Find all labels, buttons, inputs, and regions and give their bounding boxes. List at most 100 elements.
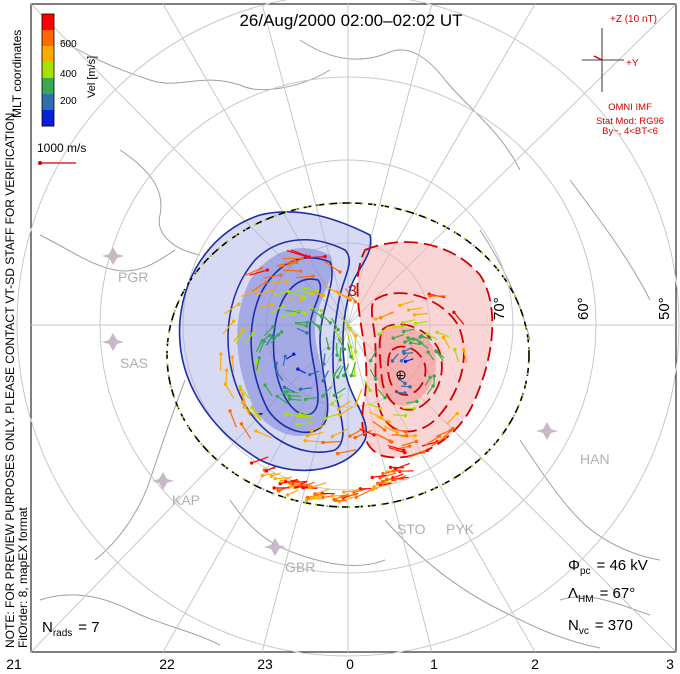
velocity-vector-origin [455, 411, 459, 416]
velocity-vector-origin [292, 311, 297, 316]
velocity-vector [421, 441, 438, 447]
velocity-vector-origin [368, 388, 372, 393]
velocity-vector [443, 337, 451, 349]
velocity-vector-origin [318, 327, 322, 331]
velocity-vector [377, 388, 386, 399]
velocity-vector [255, 357, 260, 371]
map-title: 26/Aug/2000 02:00–02:02 UT [239, 11, 462, 30]
velocity-vector-origin [415, 399, 419, 404]
velocity-vector [243, 267, 262, 277]
velocity-vector [337, 449, 357, 455]
velocity-vector-origin [384, 477, 389, 482]
lat-label-60: 60° [575, 297, 592, 320]
colorbar-swatches [42, 14, 54, 127]
velocity-vector-origin [328, 321, 333, 325]
velocity-vector-origin [224, 368, 229, 372]
velocity-vector [369, 369, 377, 380]
velocity-vector [369, 411, 382, 419]
velocity-vector [344, 288, 356, 303]
velocity-vector [239, 389, 246, 405]
velocity-vector [251, 456, 269, 464]
velocity-vector-origin [332, 373, 336, 378]
colorbar-tick-600: 600 [60, 39, 77, 50]
velocity-vector-origin [271, 333, 275, 338]
velocity-vector [231, 356, 235, 373]
velocity-vector [332, 327, 342, 340]
velocity-vector [340, 316, 351, 329]
velocity-vector [292, 308, 306, 315]
velocity-vector-origin [304, 498, 309, 502]
velocity-vector [393, 414, 406, 417]
velocity-vector [331, 317, 339, 331]
velocity-vector-origin [241, 328, 245, 332]
velocity-vector-origin [265, 268, 269, 272]
velocity-vector-origin [264, 280, 268, 284]
velocity-vector-origin [251, 331, 255, 335]
mlt-tick-1: 1 [430, 656, 438, 672]
mlt-tick-21: 21 [6, 656, 22, 672]
mlt-tick-22: 22 [159, 656, 175, 672]
velocity-vector-origin [303, 311, 307, 316]
velocity-vector-origin [353, 300, 358, 304]
velocity-vector [378, 325, 390, 335]
velocity-vector [307, 431, 324, 437]
velocity-vector [305, 396, 318, 400]
velocity-vector [264, 384, 273, 397]
velocity-vector-origin [412, 313, 417, 317]
velocity-vector [325, 285, 341, 295]
velocity-vector-origin [399, 359, 404, 363]
colorbar-swatch [42, 62, 54, 79]
station-label-sas: SAS [120, 355, 148, 371]
velocity-vector-origin [372, 433, 376, 437]
velocity-vector-origin [348, 326, 353, 331]
velocity-vector [376, 416, 390, 423]
mlt-axis: 21 22 23 0 1 2 3 [6, 656, 674, 672]
velocity-vector [263, 326, 274, 337]
mlt-tick-23: 23 [257, 656, 273, 672]
velocity-vector-origin [305, 320, 309, 325]
velocity-vector-origin [441, 335, 446, 340]
velocity-vector-origin [408, 341, 413, 345]
velocity-vector-origin [370, 475, 375, 480]
velocity-vector-origin [333, 498, 338, 503]
velocity-vector [388, 446, 406, 454]
velocity-vector-origin [428, 294, 432, 298]
station-marker-han [536, 422, 558, 440]
scale-vector-label: 1000 m/s [37, 141, 86, 155]
velocity-vector [275, 477, 290, 480]
colorbar-frame [41, 13, 55, 127]
velocity-vector [391, 434, 407, 437]
velocity-vector [256, 304, 272, 309]
velocity-vector [333, 387, 346, 396]
velocity-vector-origin [411, 337, 416, 341]
velocity-vector [251, 407, 262, 421]
velocity-vector-origin [303, 397, 308, 402]
station-label-sto: STO [397, 521, 426, 537]
velocity-vector [436, 331, 450, 338]
velocity-vector [435, 350, 445, 359]
velocity-vector-origin [275, 394, 279, 399]
velocity-vector-origin [392, 469, 396, 473]
potential-max-marker: + [396, 367, 404, 383]
velocity-vector [313, 493, 325, 498]
velocity-vector [372, 474, 387, 479]
velocity-vector [222, 320, 235, 335]
velocity-vector-origin [279, 330, 284, 334]
velocity-vector-origin [391, 336, 395, 340]
velocity-vector [446, 413, 458, 425]
velocity-vector-origin [323, 254, 327, 259]
velocity-vector-origin [401, 321, 405, 325]
velocity-vector [333, 365, 342, 376]
velocity-vector [359, 428, 375, 436]
velocity-vector [233, 329, 244, 343]
velocity-vector [251, 406, 262, 421]
velocity-vector [391, 428, 406, 433]
velocity-vector [375, 313, 390, 320]
velocity-vector-origin [254, 429, 258, 433]
velocity-vector [372, 420, 386, 431]
velocity-vector-origin [298, 387, 303, 391]
velocity-vector [377, 433, 392, 443]
velocity-vector-origin [342, 373, 346, 378]
velocity-vector-origin [398, 303, 402, 307]
